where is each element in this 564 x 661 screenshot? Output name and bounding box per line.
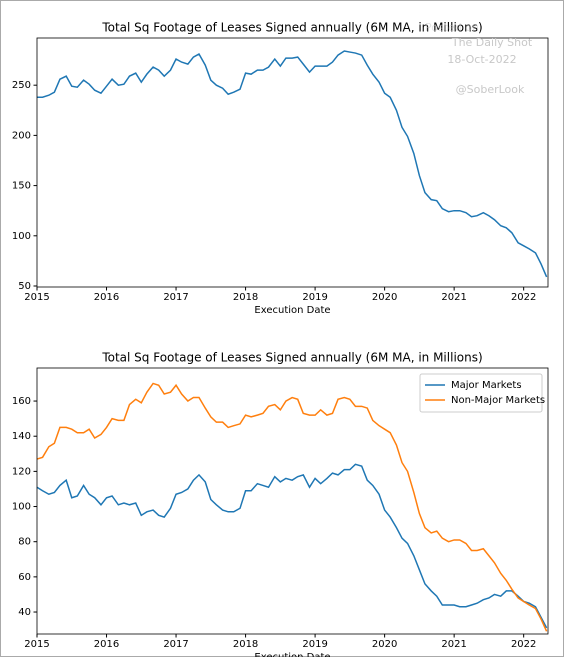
chart-title: Total Sq Footage of Leases Signed annual…	[101, 21, 482, 35]
x-tick-label: 2020	[372, 292, 397, 303]
x-tick-label: 2017	[163, 639, 188, 650]
x-tick-label: 2016	[94, 639, 119, 650]
watermark: 18-Oct-2022	[447, 53, 516, 66]
y-tick-label: 160	[12, 396, 31, 407]
plot-frame	[36, 37, 549, 288]
watermark: Posted on	[425, 21, 479, 34]
data-line	[36, 382, 548, 632]
x-tick-label: 2017	[163, 292, 188, 303]
y-tick-label: 80	[18, 537, 31, 548]
x-axis-label: Execution Date	[254, 305, 330, 316]
y-tick-label: 150	[12, 181, 31, 192]
x-tick-label: 2022	[511, 292, 536, 303]
x-tick-label: 2016	[94, 292, 119, 303]
x-tick-label: 2021	[441, 639, 466, 650]
x-tick-label: 2015	[24, 292, 49, 303]
y-tick-label: 120	[12, 466, 31, 477]
plot-frame	[36, 367, 549, 635]
legend-label: Non-Major Markets	[451, 395, 545, 406]
x-tick-label: 2018	[233, 639, 258, 650]
y-tick-label: 100	[12, 231, 31, 242]
y-tick-label: 50	[18, 281, 31, 292]
x-tick-label: 2018	[233, 292, 258, 303]
x-tick-label: 2022	[511, 639, 536, 650]
legend-label: Major Markets	[451, 380, 522, 391]
watermark: The Daily Shot	[451, 36, 533, 49]
y-tick-label: 40	[18, 607, 31, 618]
x-axis-label: Execution Date	[254, 652, 330, 657]
x-tick-label: 2019	[302, 292, 327, 303]
x-tick-label: 2020	[372, 639, 397, 650]
y-tick-label: 60	[18, 572, 31, 583]
x-tick-label: 2021	[441, 292, 466, 303]
y-tick-label: 140	[12, 431, 31, 442]
legend-box	[419, 373, 543, 413]
x-tick-label: 2015	[24, 639, 49, 650]
data-line	[36, 463, 548, 629]
y-tick-label: 250	[12, 80, 31, 91]
watermark: @SoberLook	[456, 83, 525, 96]
data-line	[37, 50, 548, 278]
y-tick-label: 200	[12, 130, 31, 141]
chart-title: Total Sq Footage of Leases Signed annual…	[101, 351, 482, 365]
y-tick-label: 100	[12, 502, 31, 513]
x-tick-label: 2019	[302, 639, 327, 650]
